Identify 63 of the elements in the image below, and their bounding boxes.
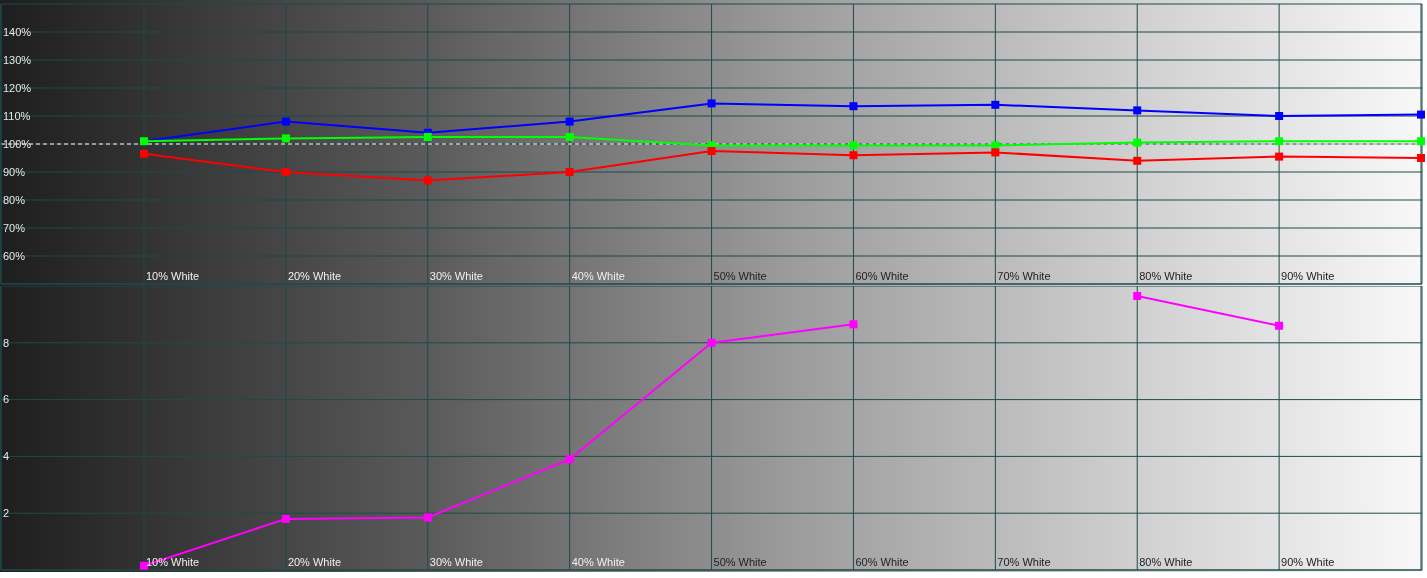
point [1133, 156, 1142, 165]
x-tick-label: 50% White [713, 556, 767, 568]
y-tick-label: 130% [3, 53, 32, 66]
point [1275, 112, 1284, 120]
y-tick-label: 8 [3, 336, 10, 349]
x-tick-label: 70% White [997, 270, 1051, 282]
point [849, 320, 858, 329]
y-tick-label: 4 [3, 450, 10, 463]
x-tick-label: 80% White [1139, 270, 1193, 282]
y-tick-label: 140% [3, 25, 32, 38]
x-tick-label: 40% White [571, 556, 625, 568]
point [565, 168, 574, 176]
x-tick-label: 90% White [1281, 270, 1335, 282]
point [1275, 321, 1284, 330]
y-tick-label: 60% [3, 249, 26, 262]
y-tick-label: 120% [3, 81, 32, 94]
point [707, 338, 716, 347]
y-tick-label: 70% [3, 221, 26, 234]
point [707, 147, 716, 155]
point [849, 151, 858, 160]
x-tick-label: 90% White [1281, 556, 1335, 568]
x-tick-label: 20% White [287, 270, 342, 282]
point [1133, 138, 1142, 147]
x-tick-label: 50% White [713, 270, 767, 282]
x-tick-label: 40% White [571, 270, 625, 282]
point [849, 102, 858, 111]
x-tick-label: 70% White [997, 556, 1051, 568]
x-tick-label: 10% White [146, 270, 200, 282]
point [1417, 110, 1425, 119]
x-tick-label: 80% White [1139, 556, 1193, 568]
point [281, 134, 290, 143]
x-tick-label: 30% White [429, 270, 483, 282]
point [1417, 137, 1425, 146]
point [140, 149, 148, 158]
point [1133, 291, 1142, 300]
point [423, 133, 432, 141]
y-tick-label: 80% [3, 193, 26, 206]
point [423, 176, 432, 185]
point [423, 513, 432, 522]
point [1275, 137, 1284, 146]
point [1417, 154, 1425, 162]
y-tick-label: 90% [3, 165, 26, 178]
point [565, 133, 574, 141]
point [281, 168, 290, 176]
point [281, 117, 290, 126]
y-tick-label: 2 [3, 507, 10, 520]
point [140, 561, 148, 570]
point [1275, 152, 1284, 161]
y-tick-label: 110% [3, 109, 31, 122]
x-tick-label: 60% White [855, 556, 909, 568]
point [565, 117, 574, 126]
point [991, 100, 1000, 109]
x-tick-label: 20% White [287, 556, 342, 568]
point [991, 148, 1000, 157]
point [1133, 106, 1142, 115]
point [849, 141, 858, 150]
x-tick-label: 30% White [429, 556, 483, 568]
y-tick-label: 6 [3, 393, 10, 406]
point [565, 455, 574, 464]
y-tick-label: 100% [3, 137, 32, 150]
x-tick-label: 60% White [855, 270, 909, 282]
point [281, 514, 290, 523]
point [707, 99, 716, 108]
